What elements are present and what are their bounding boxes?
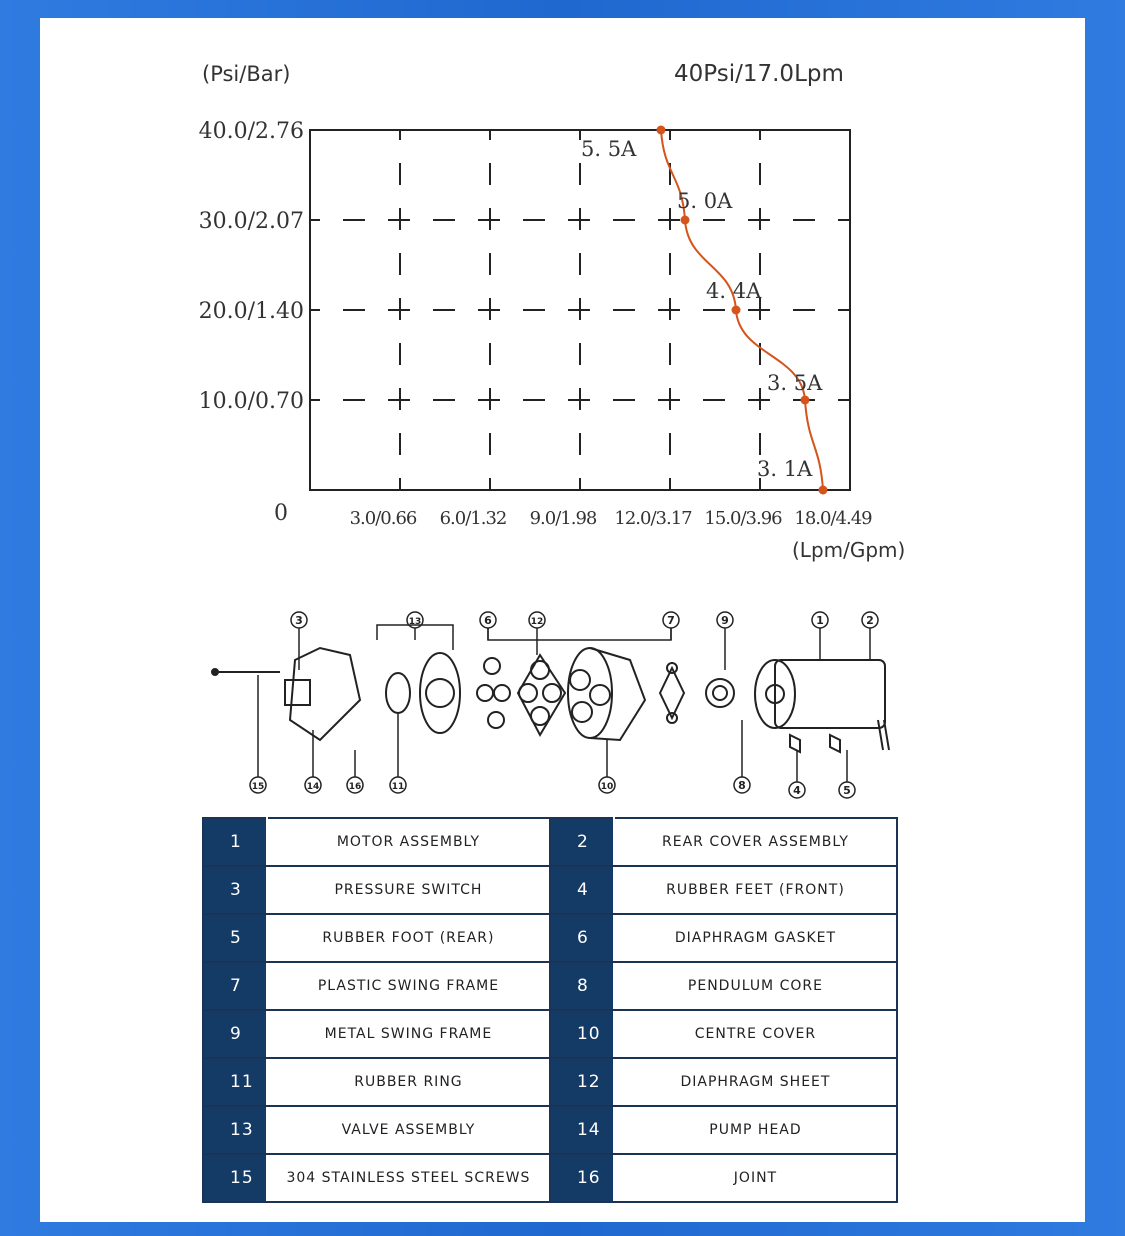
- callout-number-15: 15: [252, 782, 265, 792]
- y-tick-label: 10.0/0.70: [199, 389, 304, 414]
- callout-circle: [346, 776, 364, 794]
- current-label: 4. 4A: [706, 279, 762, 303]
- callout-number-11: 11: [392, 782, 405, 792]
- callout-number-10: 10: [601, 782, 614, 792]
- callout-circle: [304, 776, 322, 794]
- part-number: 5: [203, 914, 268, 963]
- table-row: 3 PRESSURE SWITCH 4 RUBBER FEET (FRONT): [203, 866, 897, 915]
- chart-title: 40Psi/17.0Lpm: [674, 61, 844, 87]
- part-number: 2: [549, 818, 615, 867]
- callout-number-12: 12: [531, 617, 544, 627]
- data-point: [800, 395, 810, 405]
- callout-number-1: 1: [816, 614, 824, 627]
- callout-number-9: 9: [721, 614, 729, 627]
- part-number: 8: [549, 962, 615, 1011]
- current-label: 5. 0A: [677, 189, 733, 213]
- table-row: 5 RUBBER FOOT (REAR) 6 DIAPHRAGM GASKET: [203, 914, 897, 963]
- data-point: [731, 305, 741, 315]
- part-name: PLASTIC SWING FRAME: [266, 962, 551, 1011]
- part-number: 6: [549, 914, 615, 963]
- part-name: METAL SWING FRAME: [266, 1010, 551, 1059]
- part-number: 13: [203, 1106, 268, 1155]
- data-point: [656, 125, 666, 135]
- y-axis-unit-label: (Psi/Bar): [202, 62, 291, 86]
- x-tick-label: 15.0/3.96: [704, 508, 782, 529]
- callout-circle: [406, 611, 424, 629]
- y-tick-label: 40.0/2.76: [199, 119, 304, 144]
- part-number: 15: [203, 1154, 268, 1203]
- current-label: 3. 5A: [767, 371, 823, 395]
- y-tick-label: 30.0/2.07: [199, 209, 304, 234]
- x-tick-label: 18.0/4.49: [794, 508, 872, 529]
- data-point: [680, 215, 690, 225]
- x-tick-label: 12.0/3.17: [614, 508, 692, 529]
- part-number: 14: [549, 1106, 615, 1155]
- callout-number-13: 13: [409, 617, 422, 627]
- bracket: [487, 628, 672, 641]
- callout-circle: [733, 776, 751, 794]
- current-label: 3. 1A: [757, 457, 813, 481]
- table-row: 13 VALVE ASSEMBLY 14 PUMP HEAD: [203, 1106, 897, 1155]
- bracket: [376, 624, 454, 650]
- current-label: 5. 5A: [581, 137, 637, 161]
- y-tick-label: 0: [274, 501, 288, 526]
- callout-circle: [389, 776, 407, 794]
- part-name: PUMP HEAD: [613, 1106, 897, 1155]
- callout-circle: [249, 776, 267, 794]
- part-number: 7: [203, 962, 268, 1011]
- part-number: 3: [203, 866, 268, 915]
- part-name: DIAPHRAGM SHEET: [613, 1058, 897, 1107]
- callout-number-16: 16: [349, 782, 362, 792]
- x-tick-label: 9.0/1.98: [530, 508, 597, 529]
- x-axis-unit-label: (Lpm/Gpm): [792, 538, 906, 562]
- part-number: 4: [549, 866, 615, 915]
- performance-chart: 0 10.0/0.70 20.0/1.40 30.0/2.07 40.0/2.76 3.0…: [199, 119, 874, 529]
- callout-circle: [861, 611, 879, 629]
- callout-circle: [528, 611, 546, 629]
- callout-number-8: 8: [738, 779, 746, 792]
- callout-number-6: 6: [484, 614, 492, 627]
- callout-number-14: 14: [307, 782, 320, 792]
- table-row: 9 METAL SWING FRAME 10 CENTRE COVER: [203, 1010, 897, 1059]
- table-row: 1 MOTOR ASSEMBLY 2 REAR COVER ASSEMBLY: [203, 818, 897, 867]
- part-name: JOINT: [613, 1154, 897, 1203]
- x-tick-label: 3.0/0.66: [350, 508, 417, 529]
- part-name: DIAPHRAGM GASKET: [613, 914, 897, 963]
- callout-number-3: 3: [295, 614, 303, 627]
- part-name: PENDULUM CORE: [613, 962, 897, 1011]
- callout-number-7: 7: [667, 614, 675, 627]
- parts-list-table: 1 MOTOR ASSEMBLY 2 REAR COVER ASSEMBLY 3 PRES…: [202, 817, 898, 1203]
- part-number: 1: [203, 818, 268, 867]
- part-number: 12: [549, 1058, 615, 1107]
- callout-circle: [788, 781, 806, 799]
- callout-number-4: 4: [793, 784, 801, 797]
- part-number: 11: [203, 1058, 268, 1107]
- part-name: RUBBER FEET (FRONT): [613, 866, 897, 915]
- callout-number-2: 2: [866, 614, 874, 627]
- part-name: RUBBER FOOT (REAR): [266, 914, 551, 963]
- part-number: 10: [549, 1010, 615, 1059]
- part-name: REAR COVER ASSEMBLY: [613, 818, 897, 867]
- callout-circle: [838, 781, 856, 799]
- part-name: 304 STAINLESS STEEL SCREWS: [266, 1154, 551, 1203]
- x-tick-label: 6.0/1.32: [440, 508, 507, 529]
- callout-circle: [598, 776, 616, 794]
- part-name: RUBBER RING: [266, 1058, 551, 1107]
- callout-circle: [811, 611, 829, 629]
- y-tick-label: 20.0/1.40: [199, 299, 304, 324]
- callout-number-5: 5: [843, 784, 851, 797]
- table-row: 11 RUBBER RING 12 DIAPHRAGM SHEET: [203, 1058, 897, 1107]
- table-row: 15 304 STAINLESS STEEL SCREWS 16 JOINT: [203, 1154, 897, 1203]
- callout-circle: [290, 611, 308, 629]
- part-name: CENTRE COVER: [613, 1010, 897, 1059]
- part-name: VALVE ASSEMBLY: [266, 1106, 551, 1155]
- callout-circle: [716, 611, 734, 629]
- part-name: MOTOR ASSEMBLY: [266, 818, 551, 867]
- table-row: 7 PLASTIC SWING FRAME 8 PENDULUM CORE: [203, 962, 897, 1011]
- part-name: PRESSURE SWITCH: [266, 866, 551, 915]
- data-point: [818, 485, 828, 495]
- part-number: 9: [203, 1010, 268, 1059]
- part-number: 16: [549, 1154, 615, 1203]
